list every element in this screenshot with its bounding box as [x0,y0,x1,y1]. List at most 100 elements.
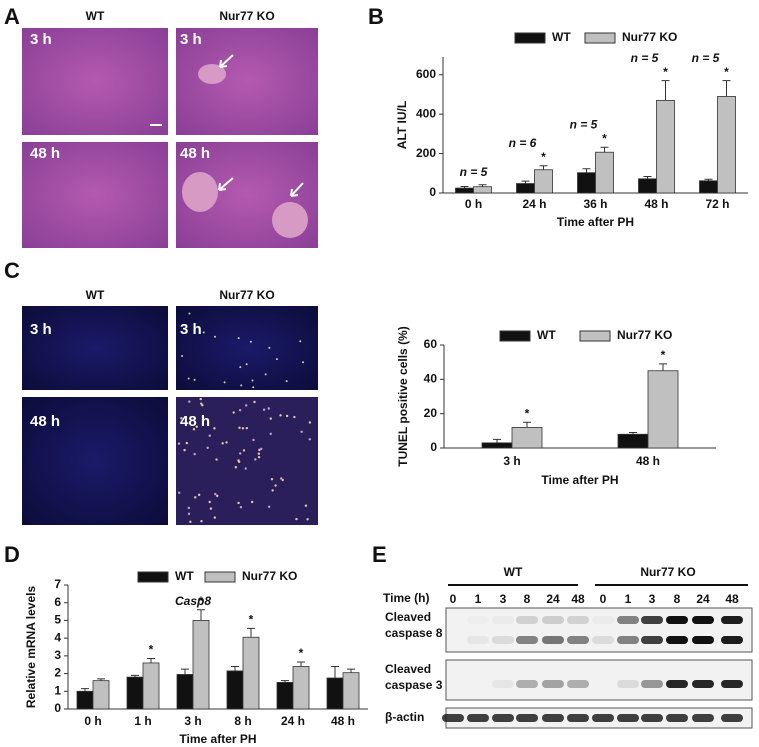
legend-label: WT [175,569,194,583]
x-tick-label: 48 h [636,454,660,468]
blot-band [542,616,564,624]
speckle [242,449,246,452]
speckle [304,504,308,507]
x-tick-label: 3 h [184,714,201,728]
legend-swatch [579,330,611,342]
error-bar [582,168,591,173]
micrograph [22,306,168,390]
speckle [293,415,296,419]
blot-band [567,680,589,688]
speckle [188,312,191,315]
bar [242,636,260,710]
blot-band [666,680,688,688]
error-bar [131,674,139,678]
panel-letter: E [372,542,387,567]
y-axis-label: TUNEL positive cells (%) [396,326,410,466]
speckle [192,428,196,431]
micrographs [22,28,753,729]
y-axis-label: Relative mRNA levels [24,586,38,709]
lane-label: 0 [600,592,607,606]
speckle [213,427,216,430]
bar [473,186,492,194]
speckle [253,400,256,404]
y-tick-label: 5 [54,613,61,627]
x-tick-label: 48 h [644,197,668,211]
bar [699,180,718,194]
image-label: 3 h [30,31,52,48]
speckle [269,417,272,420]
speckle [271,489,274,492]
speckle [238,426,241,430]
blot-band [617,616,639,624]
speckle [193,452,196,456]
significance-marker: * [299,646,304,660]
arrow [219,54,234,68]
speckle [257,452,261,455]
speckle [237,501,240,505]
bar [638,178,657,194]
legend-swatch [204,571,236,583]
legend-label: Nur77 KO [622,30,677,44]
row-label: Cleaved [385,662,431,676]
error-bar [147,658,155,663]
bar [142,662,160,710]
speckle [279,477,283,480]
speckle [216,494,219,498]
bar [595,151,614,194]
blot-band [617,680,639,688]
speckle [299,340,302,343]
speckle [252,438,255,442]
legend-swatch [514,32,546,44]
blot-band [492,616,514,624]
speckle [274,484,277,487]
blot-band [692,616,714,624]
x-tick-label: 8 h [234,714,251,728]
blot-band [542,680,564,688]
speckle [285,414,289,418]
x-tick-label: 36 h [583,197,607,211]
speckle [249,340,252,343]
error-bar [600,146,609,153]
blot-band [442,714,464,722]
speckle [214,492,217,496]
y-tick-label: 0 [430,440,437,454]
bar [326,677,344,710]
y-tick-label: 7 [54,577,61,591]
speckle [202,331,205,334]
speckle [250,500,254,504]
speckle [295,517,298,521]
significance-marker: * [149,643,154,657]
blot-band [617,714,639,722]
x-tick-label: 24 h [522,197,546,211]
speckle [275,358,278,361]
lane-label: 8 [524,592,531,606]
x-tick-label: 3 h [503,454,520,468]
bar [92,680,110,710]
significance-marker: * [663,65,668,79]
legend-label: Nur77 KO [617,328,672,342]
group-header: WT [504,565,523,579]
column-header: Nur77 KO [219,288,274,302]
speckle [279,414,282,417]
lane-label: 48 [571,592,585,606]
error-bar [331,665,339,678]
blot-band [721,636,743,644]
y-tick-label: 400 [416,106,436,120]
error-bar [81,688,89,692]
image-label: 48 h [180,413,210,430]
x-axis-label: Time after PH [179,732,256,746]
y-tick-label: 600 [416,67,436,81]
significance-marker: * [602,131,607,145]
lane-label: 3 [649,592,656,606]
bar [455,187,474,194]
speckle [254,458,257,461]
y-tick-label: 1 [54,683,61,697]
speckle [180,416,183,420]
speckle [185,441,189,445]
speckle [187,506,191,510]
speckle [270,478,274,481]
image-label: 48 h [30,413,60,430]
speckle [225,441,228,444]
blot-band [666,636,688,644]
speckle [187,512,191,516]
